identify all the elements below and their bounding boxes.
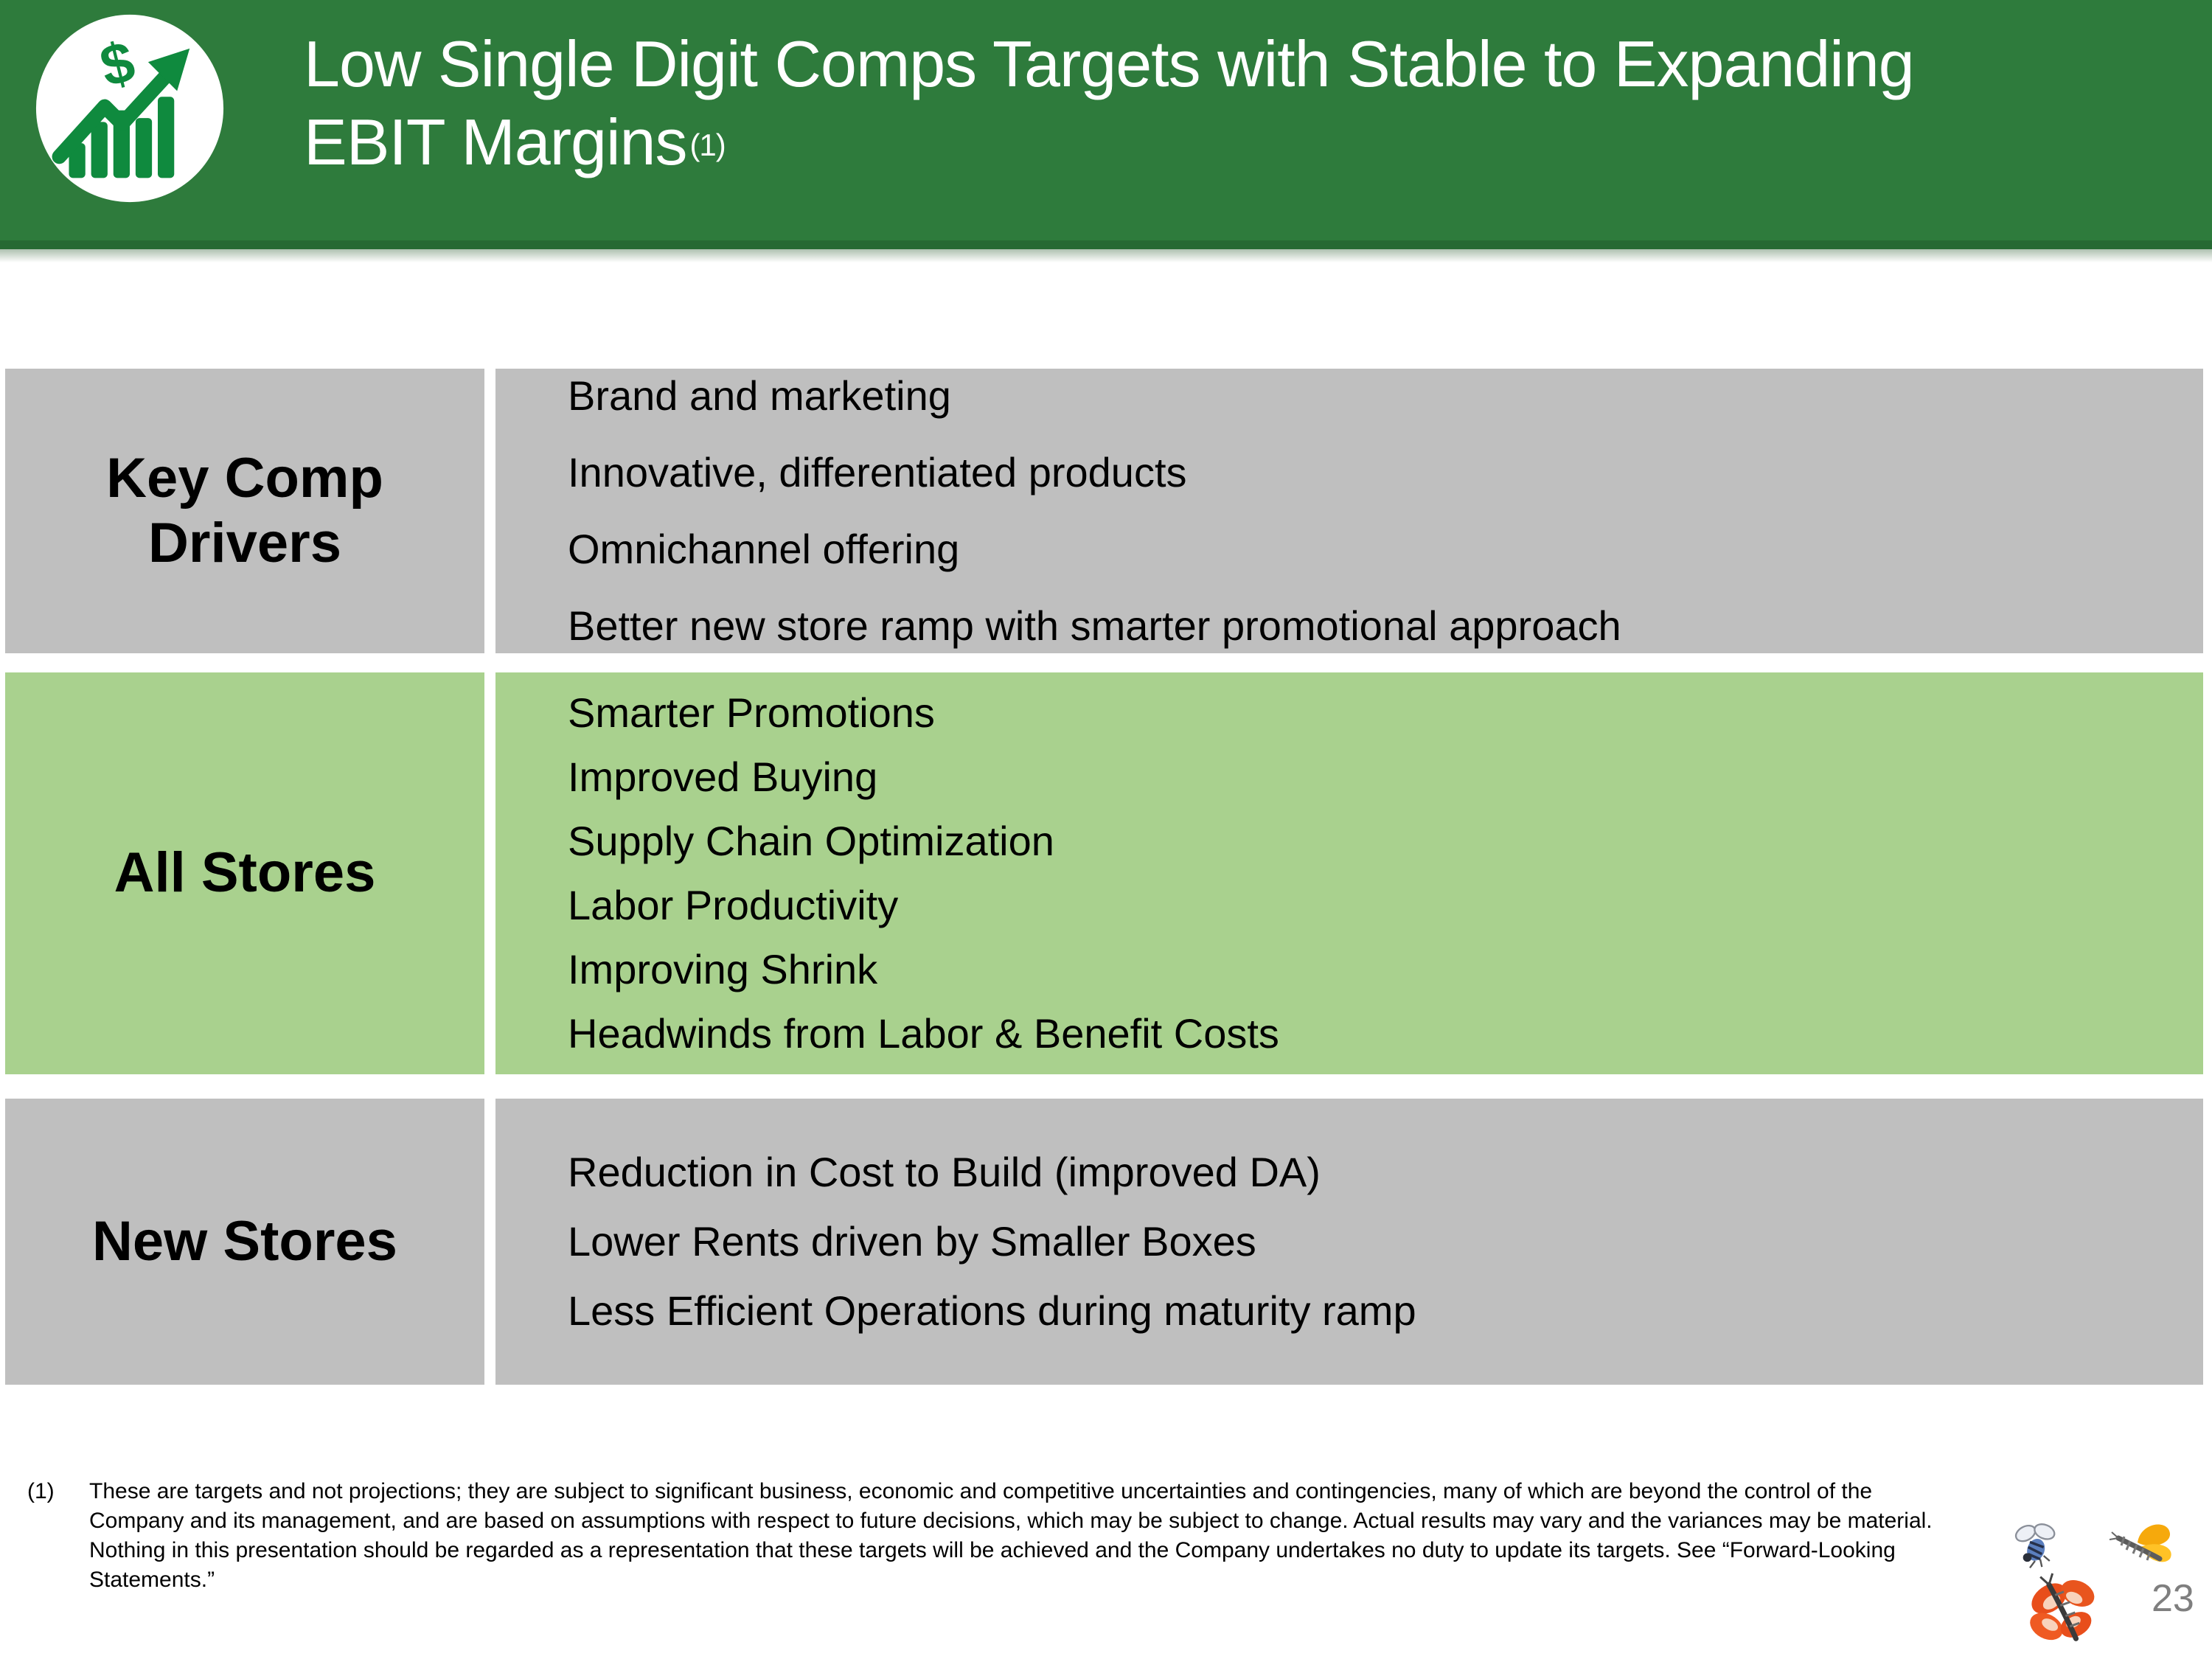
title-line-1: Low Single Digit Comps Targets with Stab… — [304, 27, 1915, 100]
row-content: Brand and marketing Innovative, differen… — [495, 369, 2203, 653]
title-footnote-marker: (1) — [689, 128, 726, 162]
row-label: Key Comp Drivers — [5, 369, 484, 653]
list-item: Reduction in Cost to Build (improved DA) — [568, 1149, 1321, 1195]
dollar-growth-chart-icon: $ — [33, 12, 226, 205]
row-new-stores: New Stores Reduction in Cost to Build (i… — [5, 1099, 2203, 1385]
list-item: Labor Productivity — [568, 882, 899, 928]
list-item: Supply Chain Optimization — [568, 818, 1054, 864]
list-item: Brand and marketing — [568, 372, 951, 419]
list-item: Improving Shrink — [568, 946, 878, 992]
row-label: New Stores — [5, 1099, 484, 1385]
yellow-butterfly-icon — [2105, 1517, 2177, 1578]
title-line-2: EBIT Margins — [304, 105, 687, 178]
list-item: Less Efficient Operations during maturit… — [568, 1287, 1416, 1334]
header-shadow — [0, 249, 2212, 262]
page-title: Low Single Digit Comps Targets with Stab… — [304, 25, 2199, 193]
row-content: Reduction in Cost to Build (improved DA)… — [495, 1099, 2203, 1385]
list-item: Headwinds from Labor & Benefit Costs — [568, 1010, 1279, 1057]
footnote-text: These are targets and not projections; t… — [89, 1479, 1933, 1592]
list-item: Smarter Promotions — [568, 689, 935, 736]
row-label: All Stores — [5, 672, 484, 1074]
list-item: Lower Rents driven by Smaller Boxes — [568, 1218, 1256, 1265]
footnote-marker: (1) — [27, 1479, 55, 1503]
orange-butterfly-icon — [2020, 1569, 2107, 1652]
list-item: Omnichannel offering — [568, 526, 960, 572]
row-content: Smarter Promotions Improved Buying Suppl… — [495, 672, 2203, 1074]
list-item: Better new store ramp with smarter promo… — [568, 602, 1621, 649]
list-item: Improved Buying — [568, 754, 878, 800]
fly-icon — [2009, 1519, 2061, 1572]
list-item: Innovative, differentiated products — [568, 449, 1187, 495]
header-banner: $ Low Single Digit Comps Targets with St… — [0, 0, 2212, 249]
footnote: (1) These are targets and not projection… — [27, 1477, 1955, 1595]
page-number: 23 — [2152, 1577, 2194, 1620]
row-all-stores: All Stores Smarter Promotions Improved B… — [5, 672, 2203, 1074]
row-key-comp-drivers: Key Comp Drivers Brand and marketing Inn… — [5, 369, 2203, 653]
